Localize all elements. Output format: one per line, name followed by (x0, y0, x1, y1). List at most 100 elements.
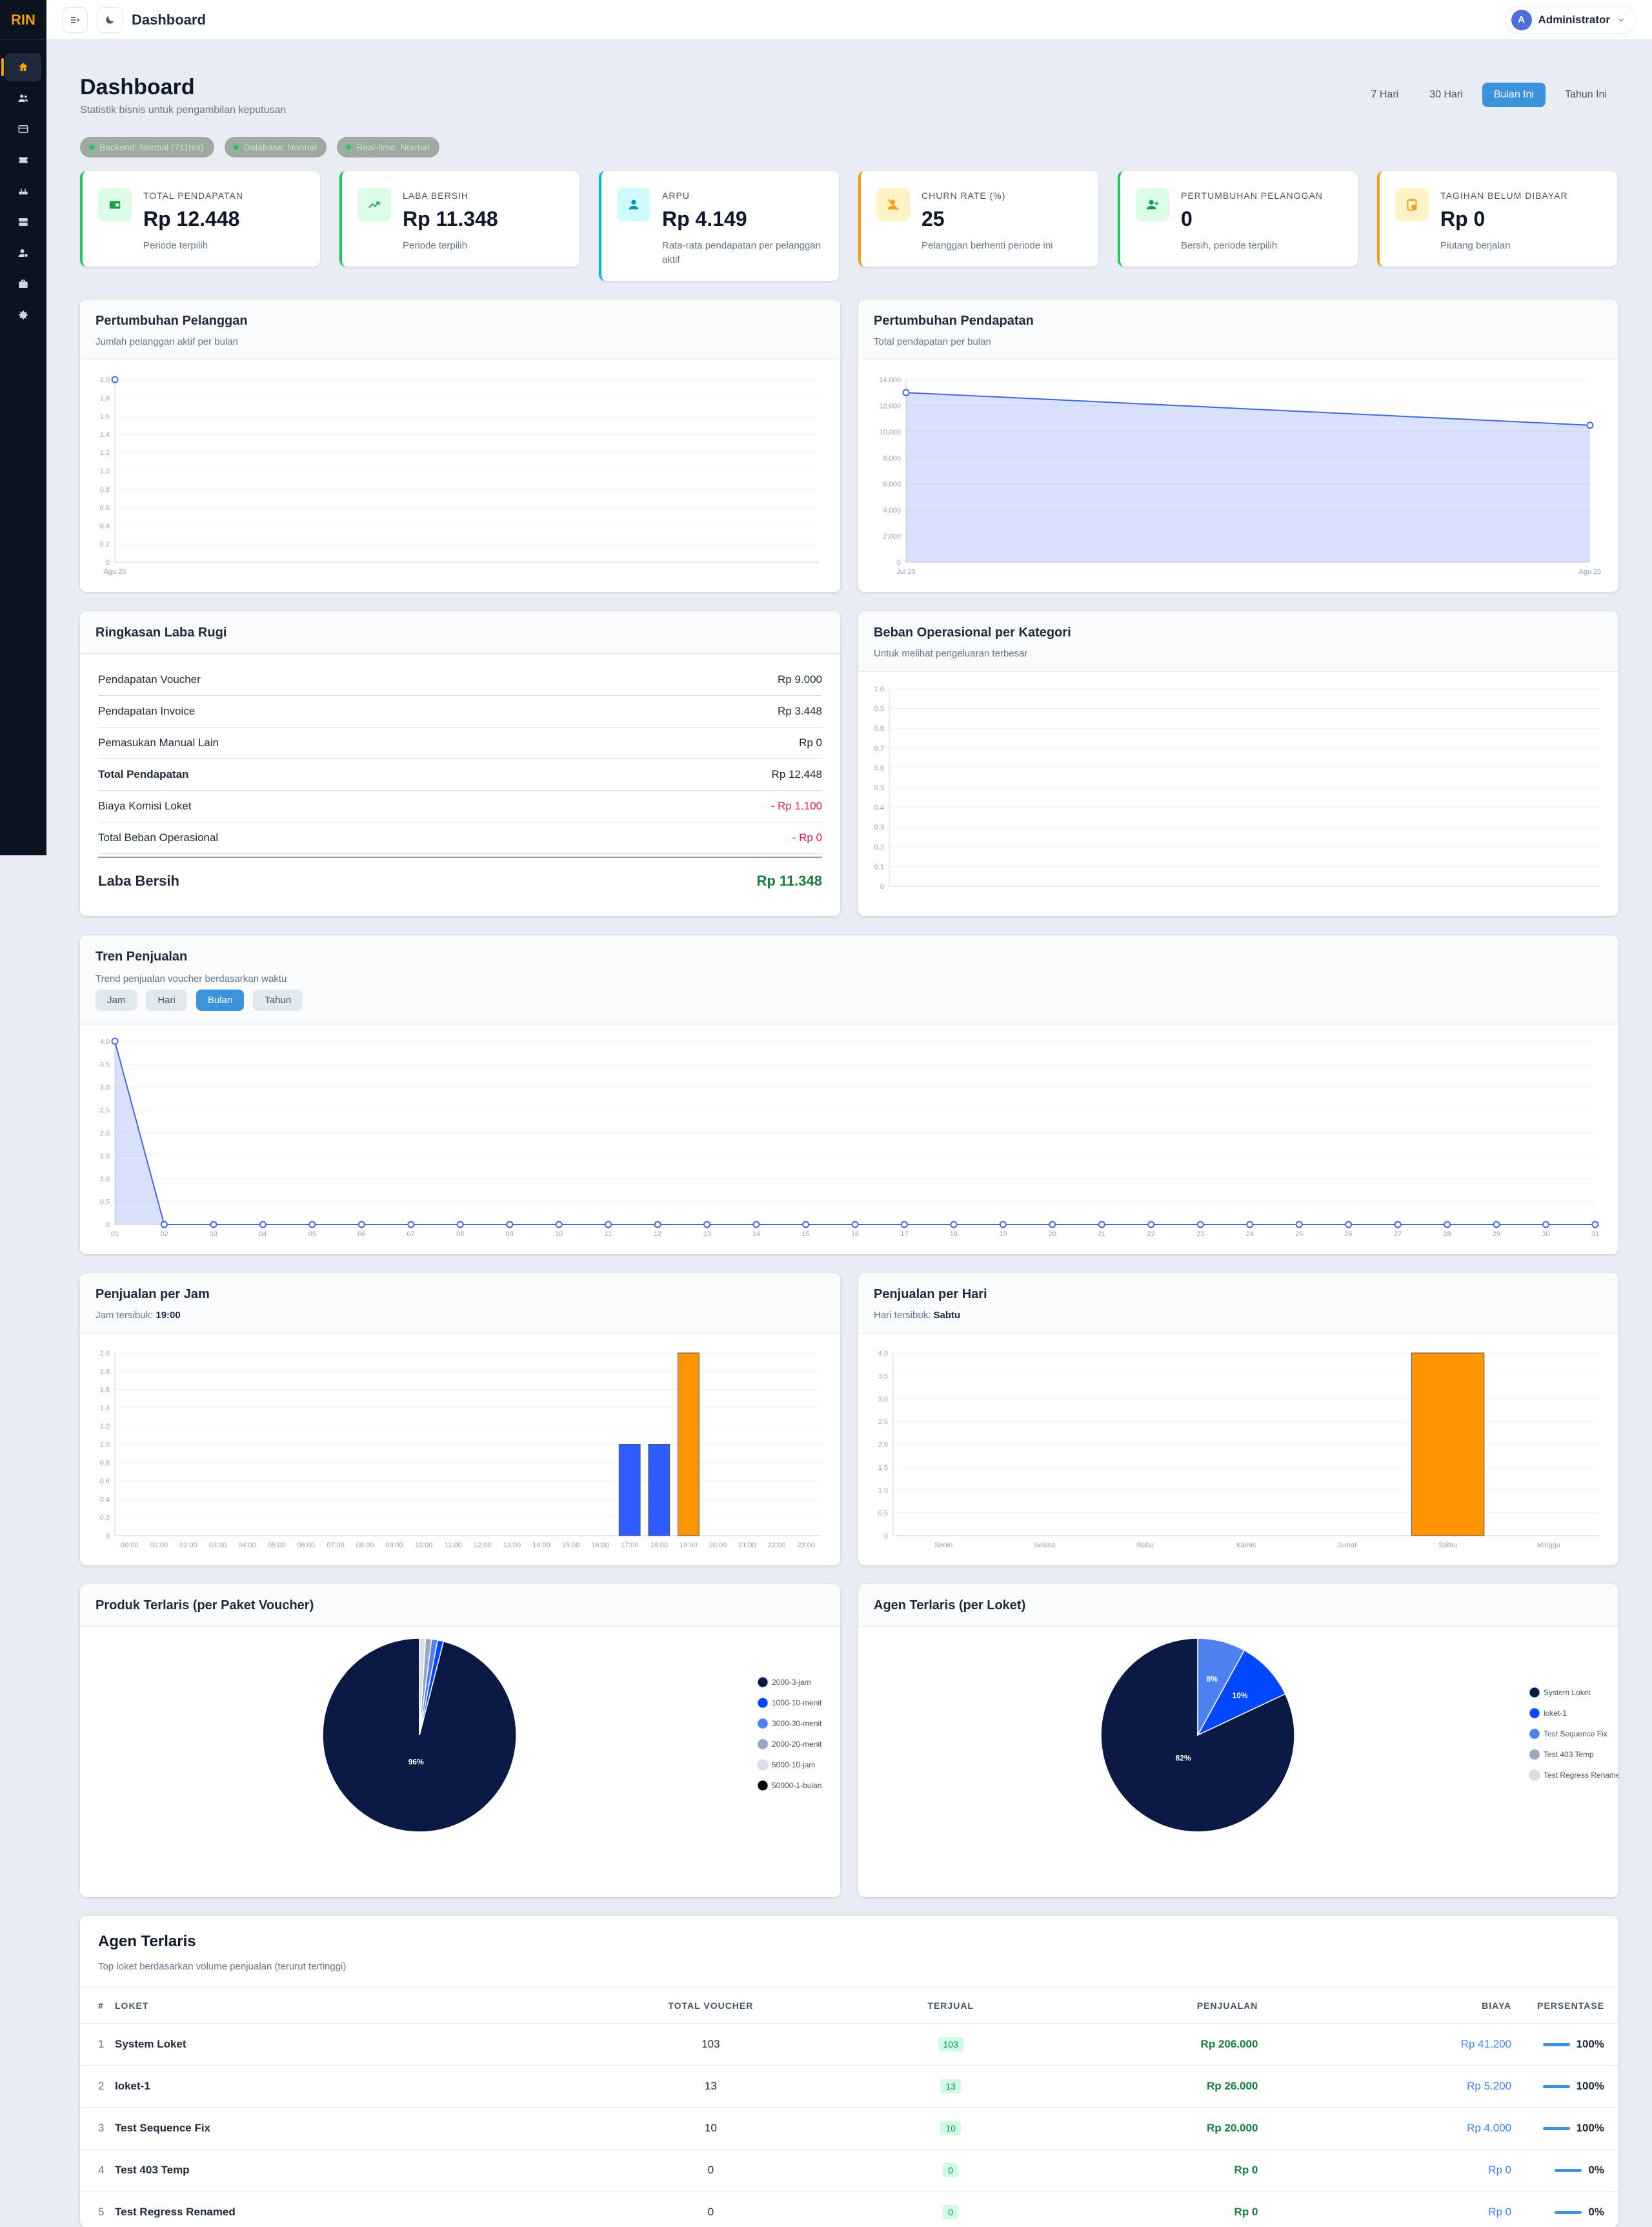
data-point[interactable] (902, 389, 910, 396)
data-point[interactable] (1444, 1221, 1451, 1228)
table-row[interactable]: 2 loket-1 13 13 Rp 26.000 Rp 5.200 100% (80, 2065, 1618, 2108)
data-point[interactable] (999, 1221, 1007, 1228)
data-point[interactable] (555, 1221, 563, 1228)
table-row[interactable]: 3 Test Sequence Fix 10 10 Rp 20.000 Rp 4.000 1… (80, 2107, 1618, 2150)
x-tick-label: 01 (111, 1230, 119, 1238)
data-point[interactable] (950, 1221, 958, 1228)
bar[interactable] (677, 1352, 700, 1536)
legend-item[interactable]: Test 403 Temp (1529, 1749, 1594, 1760)
column-header[interactable]: TOTAL VOUCHER (555, 1987, 867, 2024)
user-menu[interactable]: A Administrator (1505, 5, 1637, 34)
data-point[interactable] (1147, 1221, 1155, 1228)
period-tahun-ini[interactable]: Tahun Ini (1565, 89, 1607, 100)
sold-cell: 0 (866, 2149, 1035, 2191)
row-label: Pendapatan Invoice (98, 705, 196, 717)
tab-bulan[interactable]: Bulan (196, 990, 245, 1011)
legend-item[interactable]: 2000-3-jam (757, 1676, 811, 1688)
nav-user-settings[interactable] (5, 239, 41, 267)
data-point[interactable] (1394, 1221, 1402, 1228)
nav-home[interactable] (1, 53, 41, 81)
pie-slice[interactable] (1197, 1638, 1245, 1736)
data-point[interactable] (802, 1221, 810, 1228)
legend-item[interactable]: System Loket (1529, 1687, 1591, 1698)
column-header[interactable]: LOKET (115, 1987, 556, 2024)
data-point[interactable] (1493, 1221, 1500, 1228)
bar[interactable] (648, 1444, 670, 1536)
nav-vouchers[interactable] (5, 146, 41, 174)
data-point[interactable] (506, 1221, 514, 1228)
data-point[interactable] (111, 376, 119, 383)
column-header[interactable]: TERJUAL (866, 1987, 1035, 2024)
row-number: 5 (80, 2191, 115, 2227)
data-point[interactable] (1098, 1221, 1105, 1228)
pie-slice[interactable] (419, 1638, 427, 1736)
agent-name: Test Sequence Fix (115, 2107, 556, 2150)
data-point[interactable] (358, 1221, 365, 1228)
data-point[interactable] (851, 1221, 859, 1228)
legend-item[interactable]: 50000-1-bulan (757, 1780, 821, 1791)
data-point[interactable] (160, 1221, 168, 1228)
theme-toggle-button[interactable] (97, 6, 123, 33)
data-point[interactable] (703, 1221, 711, 1228)
legend-item[interactable]: loket-1 (1529, 1707, 1567, 1719)
nav-users[interactable] (5, 84, 41, 112)
legend-swatch (1529, 1707, 1540, 1719)
kpi-card: LABA BERSIH Rp 11.348 Periode terpilih (339, 171, 579, 267)
legend-item[interactable]: 2000-20-menit (757, 1738, 822, 1750)
tab-tahun[interactable]: Tahun (253, 990, 303, 1011)
data-point[interactable] (1295, 1221, 1303, 1228)
table-row[interactable]: 4 Test 403 Temp 0 0 Rp 0 Rp 0 0% (80, 2149, 1618, 2191)
data-point[interactable] (308, 1221, 316, 1228)
x-tick-label: 28 (1443, 1230, 1451, 1238)
data-point[interactable] (259, 1221, 267, 1228)
data-point[interactable] (1586, 422, 1594, 429)
data-point[interactable] (407, 1221, 415, 1228)
bar[interactable] (618, 1444, 641, 1536)
data-point[interactable] (900, 1221, 908, 1228)
data-point[interactable] (1246, 1221, 1254, 1228)
legend-item[interactable]: 1000-10-menit (757, 1697, 822, 1709)
data-point[interactable] (210, 1221, 217, 1228)
period-7-hari[interactable]: 7 Hari (1371, 89, 1399, 100)
fee-amount: Rp 0 (1258, 2191, 1538, 2227)
data-point[interactable] (654, 1221, 661, 1228)
sold-cell: 13 (866, 2065, 1035, 2108)
nav-router[interactable] (5, 177, 41, 205)
data-point[interactable] (1196, 1221, 1204, 1228)
table-row[interactable]: 5 Test Regress Renamed 0 0 Rp 0 Rp 0 0% (80, 2191, 1618, 2227)
table-row[interactable]: 1 System Loket 103 103 Rp 206.000 Rp 41.200 10… (80, 2023, 1618, 2066)
legend-item[interactable]: Test Sequence Fix (1529, 1728, 1607, 1740)
data-point[interactable] (1542, 1221, 1550, 1228)
column-header[interactable]: PENJUALAN (1034, 1987, 1258, 2024)
data-point[interactable] (1591, 1221, 1599, 1228)
menu-toggle-button[interactable] (62, 6, 88, 33)
legend-item[interactable]: 3000-30-menit (757, 1718, 822, 1729)
tab-jam[interactable]: Jam (96, 990, 137, 1011)
legend-item[interactable]: Test Regress Renamed (1529, 1769, 1618, 1781)
column-header[interactable]: PERSENTASE (1537, 1987, 1618, 2024)
sales-trend-chart: 0 0.5 1.0 1.5 2.0 2.5 3.0 3.5 4.0 01 02 03 04 05 06 07 0… (100, 1037, 1599, 1238)
data-point[interactable] (752, 1221, 760, 1228)
nav-reports[interactable] (5, 270, 41, 298)
bar[interactable] (1411, 1352, 1485, 1536)
legend-swatch (757, 1738, 769, 1750)
legend-item[interactable]: 5000-10-jam (757, 1759, 815, 1771)
data-point[interactable] (456, 1221, 464, 1228)
column-header[interactable]: # (80, 1987, 115, 2024)
data-point[interactable] (111, 1037, 119, 1045)
data-point[interactable] (605, 1221, 612, 1228)
tab-hari[interactable]: Hari (146, 990, 187, 1011)
nav-billing[interactable] (5, 115, 41, 143)
data-point[interactable] (1345, 1221, 1353, 1228)
nav-servers[interactable] (5, 208, 41, 236)
pie-slice[interactable] (1196, 1649, 1286, 1736)
row-label: Total Pendapatan (98, 768, 189, 780)
nav-settings[interactable] (5, 301, 41, 329)
x-tick-label: 12:00 (474, 1541, 492, 1549)
brand-logo[interactable]: RIN (0, 0, 46, 40)
column-header[interactable]: BIAYA (1258, 1987, 1538, 2024)
kpi-note: Piutang berjalan (1440, 240, 1511, 251)
period-bulan-ini[interactable]: Bulan Ini (1482, 83, 1546, 107)
data-point[interactable] (1049, 1221, 1056, 1228)
period-30-hari[interactable]: 30 Hari (1429, 89, 1463, 100)
